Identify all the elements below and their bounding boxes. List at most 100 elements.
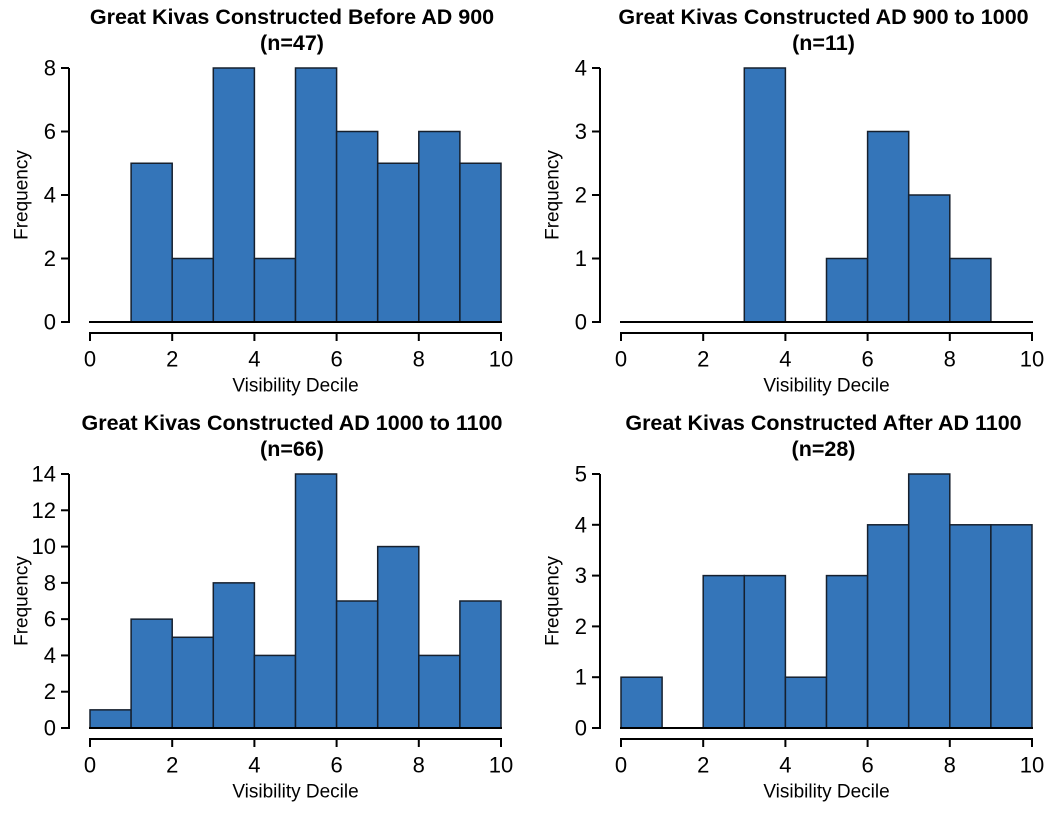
histogram-canvas-before-ad-900: 0 2 4 6 8 0 2 4 6 8 10 Frequency Visibility Decile (12, 56, 514, 397)
chart-title-block: Great Kivas Constructed After AD 1100 (n… (531, 410, 1063, 462)
chart-title: Great Kivas Constructed AD 900 to 1000 (618, 5, 1029, 29)
x-axis-label: Visibility Decile (232, 782, 358, 803)
histogram-bar (376, 545, 420, 729)
y-axis-tick-label: 0 (575, 310, 587, 335)
x-axis-tick-label: 6 (330, 347, 342, 372)
x-axis-label: Visibility Decile (232, 376, 358, 397)
y-axis-label: Frequency (543, 556, 564, 646)
chart-title-block: Great Kivas Constructed AD 1000 to 1100 … (0, 410, 531, 462)
histogram-bar (171, 636, 215, 729)
histogram-bar (130, 162, 173, 323)
panel-before-ad-900: Great Kivas Constructed Before AD 900 (n… (0, 0, 531, 400)
histogram-bar (418, 130, 461, 323)
histogram-canvas-ad-900-to-1000: 0 1 2 3 4 0 2 4 6 8 10 Frequency Visibility Decile (543, 56, 1045, 397)
histogram-canvas-after-ad-1100: 0 1 2 3 4 5 0 2 4 6 8 10 Frequency Visibility Decile (543, 462, 1045, 803)
chart-title-block: Great Kivas Constructed Before AD 900 (n… (0, 4, 531, 56)
x-axis-tick-label: 4 (779, 347, 791, 372)
chart-subtitle: (n=47) (260, 31, 324, 55)
x-axis-tick-label: 10 (489, 347, 513, 372)
histogram-bar (866, 130, 910, 323)
x-axis-tick-label: 8 (944, 753, 956, 778)
histogram-bar (130, 618, 173, 729)
y-axis-tick-label: 0 (44, 716, 56, 741)
histogram-bar (294, 67, 338, 323)
panel-after-ad-1100: Great Kivas Constructed After AD 1100 (n… (531, 400, 1063, 819)
histogram-bar (89, 709, 132, 729)
y-axis-tick-label: 12 (32, 498, 56, 523)
x-axis-tick-label: 10 (1020, 753, 1044, 778)
y-axis-tick-label: 2 (44, 246, 56, 271)
y-axis-tick-label: 2 (575, 183, 587, 208)
y-axis-tick-label: 4 (44, 183, 56, 208)
histogram-bar (212, 582, 256, 729)
y-axis-label: Frequency (543, 150, 564, 240)
y-axis-tick-label: 5 (575, 462, 587, 487)
x-axis-tick-label: 4 (248, 753, 260, 778)
histogram-bar (784, 676, 828, 729)
y-axis-tick-label: 8 (44, 570, 56, 595)
histogram-bar (335, 130, 379, 323)
x-axis-tick-label: 0 (84, 347, 96, 372)
y-axis-tick-label: 4 (575, 512, 587, 537)
chart-title-block: Great Kivas Constructed AD 900 to 1000 (… (531, 4, 1063, 56)
x-axis-label: Visibility Decile (763, 376, 889, 397)
x-axis-tick-label: 6 (330, 753, 342, 778)
y-axis-tick-label: 2 (44, 679, 56, 704)
histogram-bar (253, 654, 297, 729)
histogram-bar (620, 676, 663, 729)
x-axis-tick-label: 0 (615, 347, 627, 372)
x-axis-tick-label: 4 (779, 753, 791, 778)
chart-title: Great Kivas Constructed AD 1000 to 1100 (81, 411, 503, 435)
histogram-bar (949, 257, 992, 323)
x-axis-tick-label: 10 (1020, 347, 1044, 372)
y-axis-tick-label: 4 (575, 56, 587, 81)
x-axis-tick-label: 0 (84, 753, 96, 778)
x-axis-tick-label: 0 (615, 753, 627, 778)
x-axis-tick-label: 2 (166, 347, 178, 372)
y-axis-tick-label: 1 (575, 665, 587, 690)
chart-subtitle: (n=11) (792, 31, 855, 55)
y-axis-tick-label: 6 (44, 119, 56, 144)
histogram-bar (459, 600, 502, 729)
histogram-bar (376, 162, 420, 323)
x-axis-tick-label: 6 (861, 347, 873, 372)
y-axis-tick-label: 10 (32, 534, 56, 559)
y-axis-tick-label: 1 (575, 246, 587, 271)
y-axis-tick-label: 8 (44, 56, 56, 81)
histogram-bar (866, 524, 910, 729)
histogram-bar (907, 473, 951, 729)
histogram-bar (907, 194, 951, 323)
histogram-bar (825, 574, 869, 729)
histogram-bar (212, 67, 256, 323)
y-axis-tick-label: 0 (575, 716, 587, 741)
histogram-bar (743, 574, 787, 729)
chart-subtitle: (n=28) (791, 437, 856, 461)
y-axis-tick-label: 0 (44, 310, 56, 335)
x-axis-tick-label: 6 (861, 753, 873, 778)
x-axis-tick-label: 8 (413, 753, 425, 778)
panel-ad-1000-to-1100: Great Kivas Constructed AD 1000 to 1100 … (0, 400, 531, 819)
histogram-bar (743, 67, 787, 323)
histogram-bar (335, 600, 379, 729)
y-axis-tick-label: 2 (575, 614, 587, 639)
y-axis-tick-label: 14 (32, 462, 56, 487)
x-axis-label: Visibility Decile (763, 782, 889, 803)
x-axis-tick-label: 4 (248, 347, 260, 372)
x-axis-tick-label: 10 (489, 753, 513, 778)
histogram-bar (294, 473, 338, 729)
histogram-bar (253, 257, 297, 323)
x-axis-tick-label: 8 (944, 347, 956, 372)
chart-title: Great Kivas Constructed Before AD 900 (89, 5, 495, 29)
x-axis-tick-label: 2 (697, 753, 709, 778)
chart-subtitle: (n=66) (260, 437, 324, 461)
y-axis-tick-label: 6 (44, 607, 56, 632)
histogram-bar (418, 654, 461, 729)
y-axis-label: Frequency (12, 150, 33, 240)
y-axis-tick-label: 3 (575, 119, 587, 144)
y-axis-tick-label: 4 (44, 643, 56, 668)
x-axis-tick-label: 2 (166, 753, 178, 778)
histogram-bar (949, 524, 992, 729)
histogram-bar (171, 257, 215, 323)
